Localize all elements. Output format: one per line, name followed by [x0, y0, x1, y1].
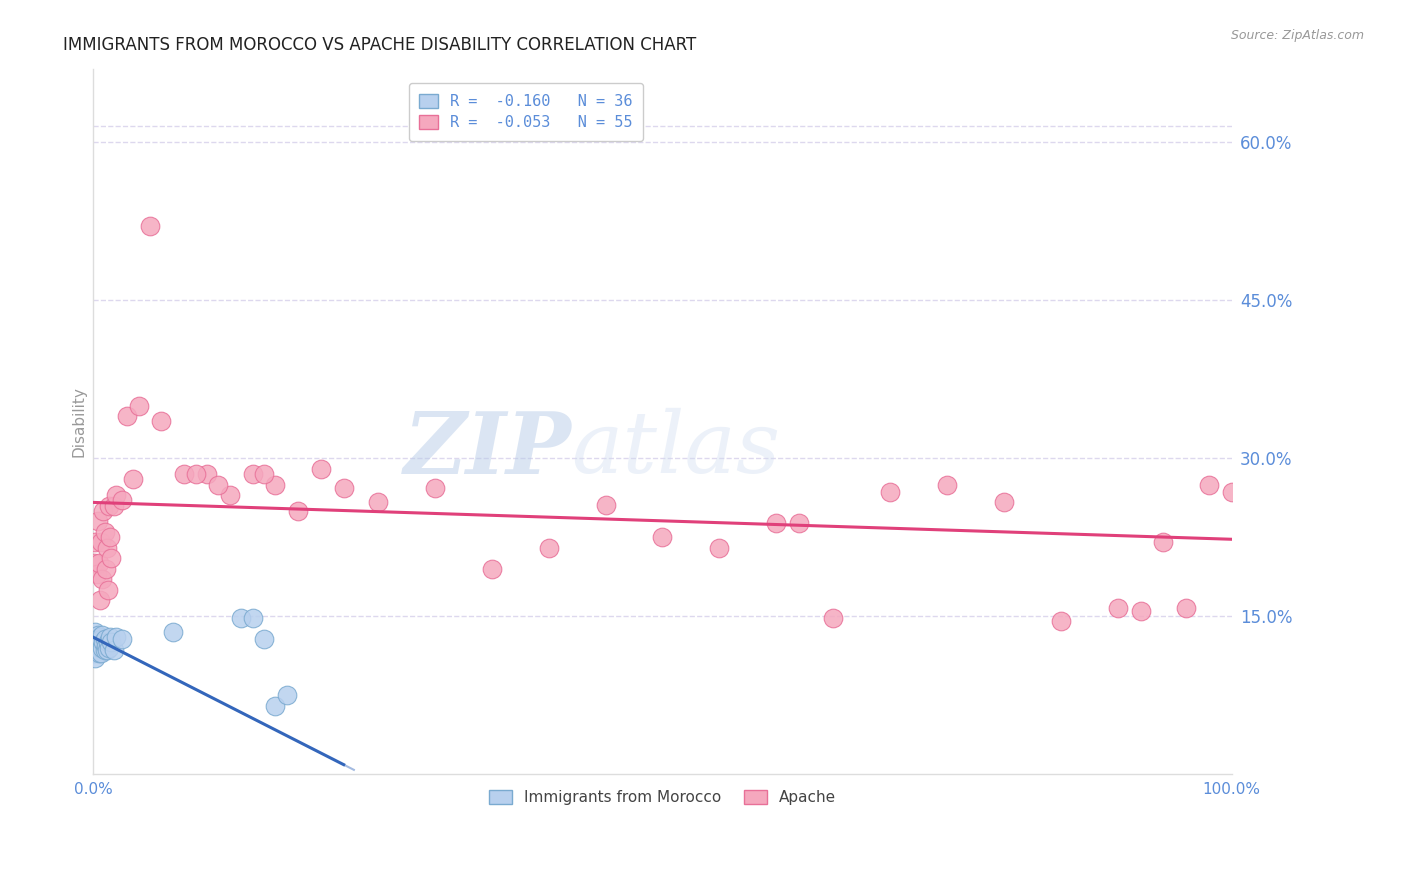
Point [91, 628, 114, 642]
Point [195, 467, 218, 481]
Point [332, 481, 354, 495]
Point [89, 593, 111, 607]
Point [1175, 600, 1198, 615]
Legend: Immigrants from Morocco, Apache: Immigrants from Morocco, Apache [478, 780, 846, 816]
Point [98, 640, 121, 655]
Point [253, 467, 276, 481]
Point [367, 495, 389, 509]
Point [309, 461, 332, 475]
Point [87, 639, 110, 653]
Point [128, 399, 150, 413]
Point [94, 562, 117, 576]
Point [87, 514, 110, 528]
Point [96, 643, 118, 657]
Point [87, 557, 110, 571]
Point [823, 611, 845, 625]
Point [173, 467, 195, 481]
Point [709, 541, 731, 555]
Point [98, 499, 121, 513]
Point [83, 557, 105, 571]
Point [117, 409, 139, 423]
Point [96, 541, 118, 555]
Point [162, 624, 184, 639]
Point [84, 635, 107, 649]
Point [423, 481, 446, 495]
Point [1152, 535, 1174, 549]
Point [879, 484, 901, 499]
Point [89, 640, 111, 655]
Point [242, 467, 264, 481]
Point [100, 635, 122, 649]
Point [87, 646, 110, 660]
Point [104, 630, 127, 644]
Point [1107, 600, 1129, 615]
Point [87, 628, 110, 642]
Point [103, 499, 125, 513]
Text: atlas: atlas [571, 409, 780, 491]
Point [84, 624, 107, 639]
Point [86, 567, 108, 582]
Point [993, 495, 1015, 509]
Point [91, 572, 114, 586]
Point [91, 640, 114, 655]
Point [103, 643, 125, 657]
Point [242, 611, 264, 625]
Point [276, 688, 298, 702]
Point [84, 651, 107, 665]
Point [264, 698, 287, 713]
Point [218, 488, 240, 502]
Text: Source: ZipAtlas.com: Source: ZipAtlas.com [1230, 29, 1364, 42]
Point [89, 630, 111, 644]
Point [1050, 615, 1073, 629]
Point [93, 635, 115, 649]
Text: IMMIGRANTS FROM MOROCCO VS APACHE DISABILITY CORRELATION CHART: IMMIGRANTS FROM MOROCCO VS APACHE DISABI… [63, 36, 696, 54]
Text: ZIP: ZIP [404, 408, 571, 491]
Point [122, 472, 145, 486]
Point [94, 639, 117, 653]
Point [97, 635, 120, 649]
Point [83, 646, 105, 660]
Point [87, 635, 110, 649]
Point [537, 541, 560, 555]
Point [1220, 484, 1243, 499]
Point [207, 477, 229, 491]
Point [93, 643, 115, 657]
Point [1198, 477, 1220, 491]
Point [231, 611, 253, 625]
Point [84, 535, 107, 549]
Point [651, 530, 673, 544]
Point [481, 562, 503, 576]
Point [93, 524, 115, 539]
Point [104, 488, 127, 502]
Point [1129, 604, 1152, 618]
Point [97, 582, 120, 597]
Point [184, 467, 207, 481]
Point [93, 632, 115, 647]
Point [86, 643, 108, 657]
Point [100, 551, 122, 566]
Point [111, 632, 134, 647]
Point [264, 477, 287, 491]
Point [93, 504, 115, 518]
Point [86, 632, 108, 647]
Point [765, 516, 787, 531]
Point [90, 632, 112, 647]
Point [787, 516, 810, 531]
Y-axis label: Disability: Disability [72, 386, 86, 457]
Point [936, 477, 959, 491]
Point [139, 219, 162, 234]
Point [253, 632, 276, 647]
Point [90, 646, 112, 660]
Point [595, 498, 617, 512]
Point [83, 640, 105, 655]
Point [111, 493, 134, 508]
Point [90, 535, 112, 549]
Point [98, 630, 121, 644]
Point [83, 630, 105, 644]
Point [98, 530, 121, 544]
Point [287, 504, 309, 518]
Point [150, 414, 173, 428]
